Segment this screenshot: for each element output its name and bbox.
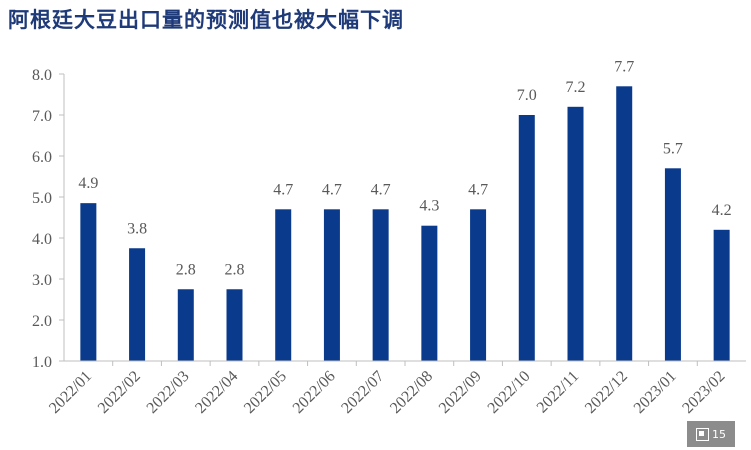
data-label: 3.8 xyxy=(127,220,147,237)
x-tick-label: 2023/01 xyxy=(631,368,680,417)
x-tick-label: 2022/08 xyxy=(387,368,436,417)
data-label: 4.7 xyxy=(273,181,293,198)
bars xyxy=(80,86,730,362)
x-tick-label: 2022/07 xyxy=(338,368,387,417)
x-tick-label: 2022/10 xyxy=(485,368,534,417)
y-axis: 1.0 2.0 3.0 4.0 5.0 6.0 7.0 8.0 xyxy=(32,67,65,371)
y-tick-label: 4.0 xyxy=(32,231,52,248)
data-label: 2.8 xyxy=(225,261,245,278)
y-tick-label: 6.0 xyxy=(32,149,52,166)
page-number: 15 xyxy=(712,427,726,441)
x-tick-label: 2023/02 xyxy=(679,368,728,417)
x-tick-label: 2022/12 xyxy=(582,368,631,417)
bar xyxy=(372,209,389,361)
x-tick-label: 2022/03 xyxy=(144,368,193,417)
bar xyxy=(275,209,292,361)
x-tick-label: 2022/04 xyxy=(192,368,241,417)
data-label: 2.8 xyxy=(176,261,196,278)
bar xyxy=(664,168,681,361)
data-label: 4.3 xyxy=(419,198,439,215)
data-label: 4.7 xyxy=(322,181,342,198)
y-tick-label: 3.0 xyxy=(32,272,52,289)
page-badge: 15 xyxy=(687,421,735,447)
y-tick-label: 1.0 xyxy=(32,354,52,371)
bar xyxy=(80,203,97,361)
data-label: 5.7 xyxy=(663,140,683,157)
y-tick-label: 7.0 xyxy=(32,108,52,125)
x-tick-label: 2022/06 xyxy=(290,368,339,417)
bar xyxy=(713,229,730,361)
data-label: 7.7 xyxy=(614,58,634,75)
x-tick-label: 2022/05 xyxy=(241,368,290,417)
y-tick-label: 8.0 xyxy=(32,67,52,84)
bar xyxy=(177,289,194,361)
bar xyxy=(470,209,487,361)
y-tick-label: 2.0 xyxy=(32,313,52,330)
data-label: 4.7 xyxy=(371,181,391,198)
bar xyxy=(323,209,340,361)
data-label: 4.2 xyxy=(712,202,732,219)
bar xyxy=(567,106,584,361)
qr-code-icon xyxy=(696,427,709,441)
y-tick-label: 5.0 xyxy=(32,190,52,207)
bar xyxy=(421,225,438,361)
x-tick-label: 2022/02 xyxy=(95,368,144,417)
bar xyxy=(129,248,146,361)
x-tick-label: 2022/09 xyxy=(436,368,485,417)
data-label: 4.9 xyxy=(78,175,98,192)
data-label: 4.7 xyxy=(468,181,488,198)
chart-title: 阿根廷大豆出口量的预测值也被大幅下调 xyxy=(8,8,404,32)
data-label: 7.2 xyxy=(566,79,586,96)
data-labels: 4.9 3.8 2.8 2.8 4.7 4.7 4.7 4.3 4.7 7.0 7.2 7.7 5.7 4… xyxy=(78,58,731,278)
x-tick-label: 2022/11 xyxy=(534,368,583,417)
x-tick-label: 2022/01 xyxy=(46,368,95,417)
bar xyxy=(226,289,243,361)
bar xyxy=(616,86,633,362)
data-label: 7.0 xyxy=(517,87,537,104)
bar xyxy=(518,115,535,361)
x-axis: 2022/01 2022/02 2022/03 2022/04 2022/05 2022/… xyxy=(46,360,746,417)
